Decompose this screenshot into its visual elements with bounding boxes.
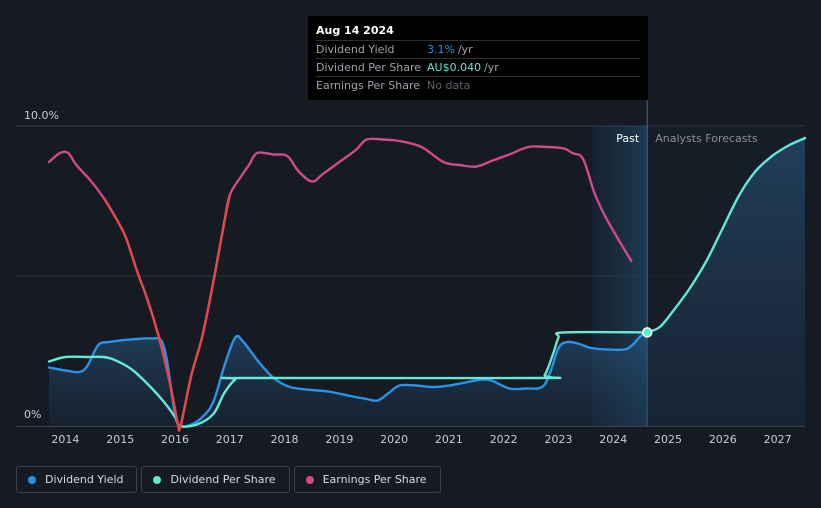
x-tick-label: 2014	[51, 433, 79, 446]
x-tick-label: 2024	[599, 433, 627, 446]
y-tick-label-top: 10.0%	[24, 109, 59, 122]
x-tick-label: 2027	[764, 433, 792, 446]
legend-dot-icon	[153, 475, 162, 484]
tooltip-unit: /yr	[457, 43, 473, 56]
legend-item-earnings-per-share[interactable]: Earnings Per Share	[293, 466, 441, 493]
x-tick-label: 2016	[161, 433, 189, 446]
series-markers	[641, 327, 653, 338]
legend-label: Dividend Yield	[45, 473, 124, 486]
x-tick-label: 2020	[380, 433, 408, 446]
series-lines	[47, 136, 807, 432]
tooltip-date: Aug 14 2024	[316, 24, 394, 37]
legend-dot-icon	[28, 475, 36, 484]
legend-dot-icon	[305, 475, 314, 484]
region-labels: Past Analysts Forecasts	[616, 132, 758, 145]
y-axis-labels: 10.0% 0%	[24, 109, 59, 421]
x-axis-ticks: 2014 2015 2016 2017 2018 2019 2020 2021 2022 2023…	[51, 433, 791, 446]
x-tick-label: 2019	[325, 433, 353, 446]
tooltip-value: 3.1%	[427, 43, 455, 56]
dividend-per-share-forecast-line	[646, 136, 807, 334]
y-tick-label-bottom: 0%	[24, 408, 41, 421]
x-tick-label: 2017	[216, 433, 244, 446]
tooltip-value: No data	[427, 79, 471, 92]
hover-tooltip: Aug 14 2024 Dividend Yield 3.1% /yr Divi…	[308, 16, 648, 100]
dividend-yield-area	[49, 333, 648, 427]
x-tick-label: 2025	[654, 433, 682, 446]
past-region-label: Past	[616, 132, 640, 145]
x-tick-label: 2021	[435, 433, 463, 446]
legend-item-dividend-yield[interactable]: Dividend Yield	[16, 466, 138, 493]
tooltip-value: AU$0.040	[427, 61, 482, 74]
legend-label: Earnings Per Share	[322, 473, 427, 486]
tooltip-row-dividend-per-share: Dividend Per Share AU$0.040 /yr	[316, 58, 640, 76]
dividend-per-share-line	[47, 330, 649, 428]
dividend-forecast-area	[647, 138, 805, 426]
x-tick-label: 2018	[271, 433, 299, 446]
present-point-marker	[641, 327, 653, 338]
tooltip-unit: /yr	[484, 61, 499, 74]
x-tick-label: 2023	[544, 433, 572, 446]
chart-legend: Dividend Yield Dividend Per Share Earnin…	[16, 466, 441, 493]
legend-item-dividend-per-share[interactable]: Dividend Per Share	[141, 466, 290, 493]
tooltip-row-dividend-yield: Dividend Yield 3.1% /yr	[316, 40, 640, 58]
tooltip-label: Dividend Yield	[316, 43, 395, 56]
earnings-per-share-decline-segment	[102, 193, 231, 432]
x-tick-label: 2022	[490, 433, 518, 446]
x-tick-label: 2015	[106, 433, 134, 446]
legend-label: Dividend Per Share	[170, 473, 276, 486]
series-areas	[49, 138, 805, 427]
tooltip-row-earnings-per-share: Earnings Per Share No data	[316, 76, 640, 94]
x-tick-label: 2026	[709, 433, 737, 446]
forecast-region-label: Analysts Forecasts	[655, 132, 758, 145]
tooltip-label: Earnings Per Share	[316, 79, 421, 92]
tooltip-label: Dividend Per Share	[316, 61, 422, 74]
dividend-yield-line	[47, 331, 649, 428]
